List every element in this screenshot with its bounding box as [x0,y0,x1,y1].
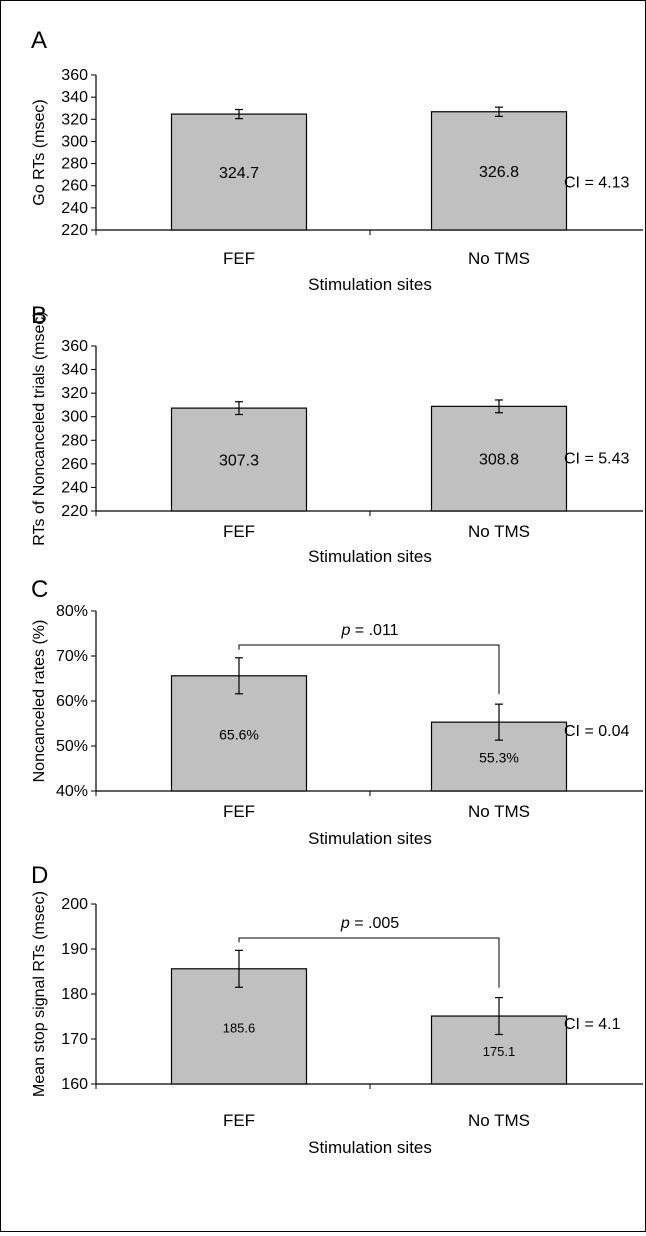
y-tick-label: 260 [61,456,88,473]
chart-panel-b: B 220 240 260 280 300 320 340 360 RTs of Noncance… [31,302,643,566]
y-tick-label: 180 [61,986,88,1003]
x-axis-label: Stimulation sites [308,547,432,566]
bar-value-label: 55.3% [479,750,519,766]
x-tick-label: FEF [223,249,255,268]
y-tick-label: 360 [61,67,88,84]
y-tick-label: 200 [61,896,88,913]
y-tick-label: 280 [61,432,88,449]
y-tick-label: 160 [61,1076,88,1093]
y-tick-label: 240 [61,479,88,496]
bar [170,675,308,792]
y-tick-label: 170 [61,1031,88,1048]
y-tick-label: 340 [61,362,88,379]
significance-bracket [238,937,500,988]
p-value-label: p = .011 [340,622,398,639]
p-value: = .011 [350,622,398,639]
bar-value-label: 324.7 [219,165,259,182]
y-tick-label: 40% [56,783,88,800]
y-tick-label: 70% [56,648,88,665]
bar [170,113,308,231]
y-axis-label: Noncanceled rates (%) [31,620,48,783]
y-tick-label: 340 [61,89,88,106]
bar-value-label: 307.3 [219,453,259,470]
y-tick-label: 220 [61,222,88,239]
bar-value-label: 65.6% [219,726,259,742]
p-symbol: p [340,915,350,932]
p-value: = .005 [350,915,399,932]
x-tick-label: FEF [223,802,255,821]
y-axis-label: RTs of Noncanceled trials (msec) [31,311,48,545]
y-tick-label: 220 [61,503,88,520]
x-tick-label: No TMS [468,1111,530,1130]
chart-panel-c: C 40% 50% 60% 70% 80% Noncanceled rates (%) 65.… [31,576,643,848]
y-tick-label: 260 [61,178,88,195]
x-tick-label: No TMS [468,522,530,541]
panel-letter: B [31,302,47,329]
y-tick-label: 240 [61,200,88,217]
x-tick-label: FEF [223,1111,255,1130]
y-tick-label: 50% [56,738,88,755]
panel-letter: A [31,27,47,54]
x-axis-label: Stimulation sites [308,829,432,848]
y-tick-label: 300 [61,133,88,150]
y-axis-label: Go RTs (msec) [31,99,48,205]
bar [430,111,568,231]
bar [170,407,308,512]
chart-panel-d: D 160 170 180 190 200 Mean stop signal RTs (ms… [31,862,643,1157]
y-tick-label: 190 [61,941,88,958]
ci-label: CI = 0.04 [564,723,629,740]
y-tick-label: 320 [61,111,88,128]
x-axis-label: Stimulation sites [308,275,432,294]
bar [170,968,308,1085]
y-tick-label: 360 [61,338,88,355]
x-axis-label: Stimulation sites [308,1138,432,1157]
y-tick-label: 320 [61,385,88,402]
panel-letter: C [31,576,48,603]
ci-label: CI = 4.13 [564,175,629,192]
bar-value-label: 175.1 [483,1044,516,1059]
bar-value-label: 185.6 [223,1020,256,1035]
panel-letter: D [31,862,48,889]
y-tick-label: 80% [56,603,88,620]
significance-bracket [238,644,500,695]
chart-panel-a: A 220 240 260 280 300 320 340 360 Go RTs (msec) 32… [31,27,643,294]
x-tick-label: No TMS [468,249,530,268]
y-tick-label: 300 [61,409,88,426]
ci-label: CI = 4.1 [564,1016,621,1033]
y-axis-label: Mean stop signal RTs (msec) [31,891,48,1097]
x-tick-label: FEF [223,522,255,541]
y-tick-label: 60% [56,693,88,710]
p-value-label: p = .005 [340,915,399,932]
ci-label: CI = 5.43 [564,451,629,468]
bar [430,405,568,512]
x-tick-label: No TMS [468,802,530,821]
bar-value-label: 308.8 [479,452,519,469]
bar-value-label: 326.8 [479,164,519,181]
p-symbol: p [340,622,350,639]
y-tick-label: 280 [61,156,88,173]
